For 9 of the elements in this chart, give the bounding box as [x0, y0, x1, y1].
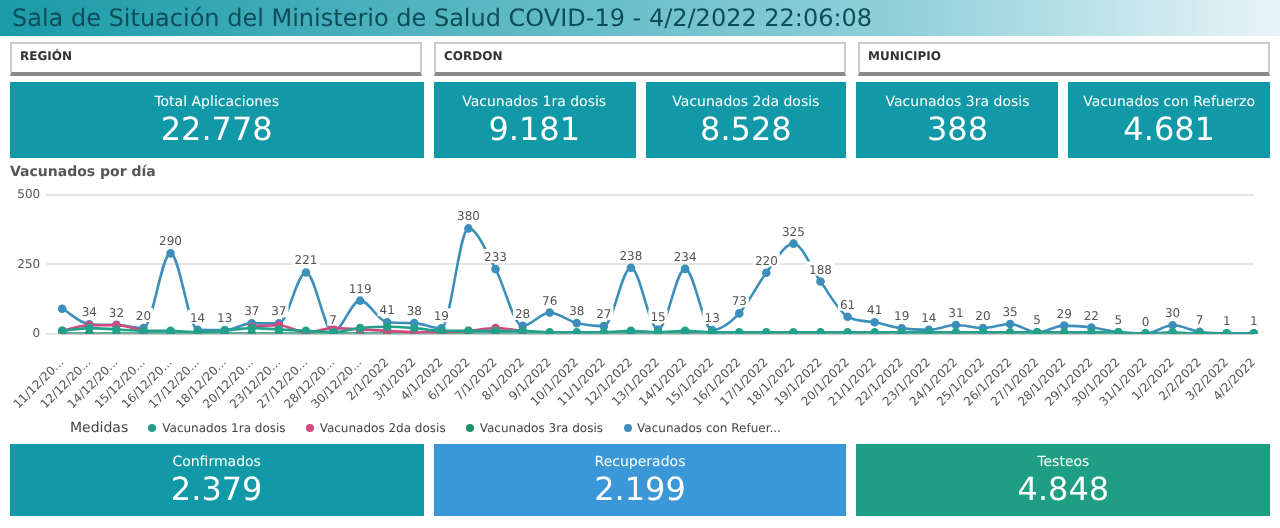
- text: Sala de Situación del Ministerio de Salud COVID-19 - 4/2/2022 22:06:08: [0, 0, 1280, 36]
- text: 22.778: [160, 110, 273, 148]
- text: 4.681: [1123, 110, 1215, 148]
- text: 2.379: [170, 470, 263, 508]
- text: 8.528: [700, 110, 792, 148]
- text: 388: [926, 110, 989, 148]
- text: 4.848: [1017, 470, 1110, 508]
- text: 9.181: [488, 110, 580, 148]
- text: 2.199: [594, 470, 686, 508]
